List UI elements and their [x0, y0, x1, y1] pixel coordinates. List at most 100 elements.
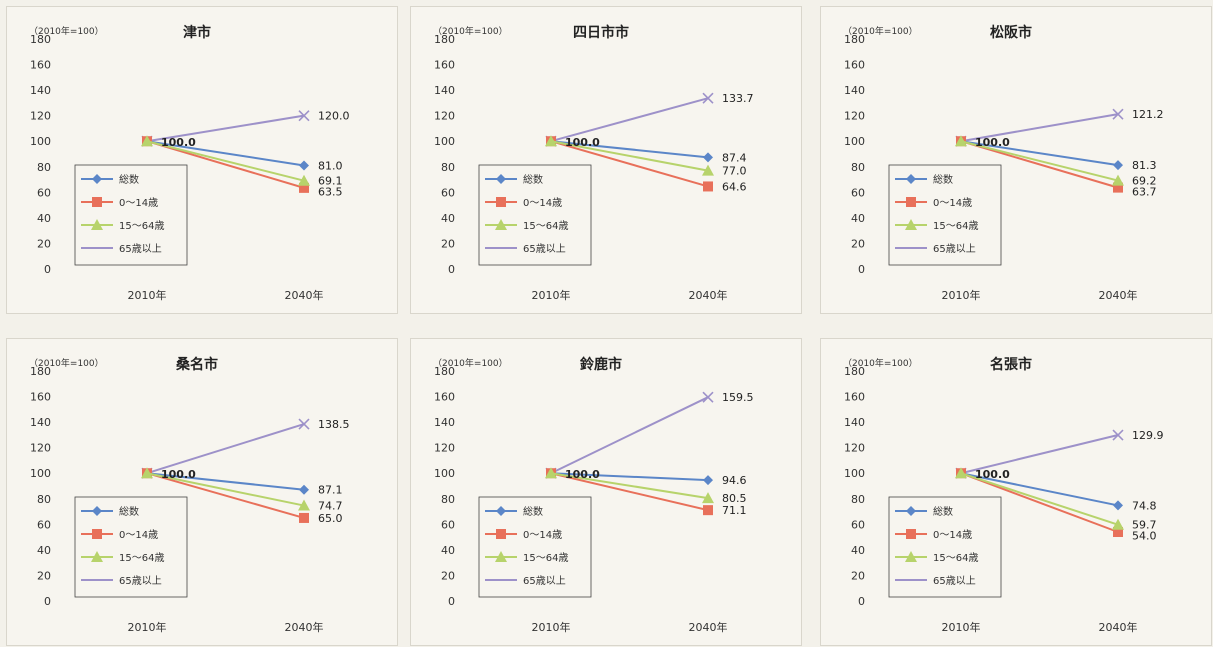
y-tick-label: 60: [441, 518, 455, 531]
y-tick-label: 40: [37, 544, 51, 557]
line-chart: （2010年=100） 鈴鹿市 0 20 40 60 80 100 120 140 160 180 20…: [433, 356, 754, 634]
data-point-age15-64: [545, 135, 557, 147]
end-value-label-total: 87.4: [722, 151, 747, 164]
series-line-total: [550, 140, 709, 159]
end-value-label-age15-64: 59.7: [1132, 519, 1157, 532]
chart-panel: （2010年=100） 松阪市 0 20 40 60 80 100 120 140 160 180 20…: [820, 6, 1212, 314]
start-value-label: 100.0: [161, 136, 196, 149]
series-line-age15-64: [146, 472, 305, 507]
y-tick-label: 0: [44, 263, 51, 276]
y-tick-label: 60: [441, 186, 455, 199]
y-tick-label: 0: [448, 595, 455, 608]
chart-title: 津市: [183, 24, 211, 41]
data-point-total: [299, 484, 309, 495]
y-tick-label: 20: [851, 237, 865, 250]
legend-label-age65plus: 65歳以上: [119, 575, 162, 587]
data-point-age0-14: [703, 505, 713, 516]
series-line-total: [146, 140, 305, 167]
data-point-age0-14: [299, 182, 309, 193]
chart-title: 桑名市: [176, 356, 218, 373]
series-line-age0-14: [146, 472, 305, 519]
legend: 総数 0～14歳 15～64歳 65歳以上: [74, 496, 188, 598]
end-value-label-total: 94.6: [722, 474, 747, 487]
legend-marker-total: [906, 174, 916, 184]
end-value-label-age0-14: 71.1: [722, 504, 747, 517]
chart-panel: （2010年=100） 鈴鹿市 0 20 40 60 80 100 120 140 160 180 20…: [410, 338, 802, 646]
legend-marker-age0-14: [496, 197, 506, 207]
x-tick-label: 2040年: [285, 620, 324, 634]
y-tick-label: 140: [434, 84, 455, 97]
legend-marker-age0-14: [92, 529, 102, 539]
x-tick-label: 2040年: [285, 288, 324, 302]
legend-marker-age0-14: [92, 197, 102, 207]
data-point-age0-14: [1113, 182, 1123, 193]
data-point-total: [1113, 160, 1123, 171]
series-line-total: [960, 140, 1119, 167]
y-tick-label: 60: [851, 518, 865, 531]
series-line-total: [550, 472, 709, 482]
start-value-label: 100.0: [161, 468, 196, 481]
line-chart: （2010年=100） 名張市 0 20 40 60 80 100 120 140 160 180 20…: [843, 356, 1164, 634]
y-tick-label: 80: [851, 161, 865, 174]
legend-label-age15-64: 15～64歳: [933, 552, 978, 564]
y-tick-label: 100: [434, 135, 455, 148]
y-tick-label: 160: [844, 59, 865, 72]
legend-marker-total: [92, 506, 102, 516]
end-value-label-total: 81.3: [1132, 159, 1157, 172]
legend-label-age0-14: 0～14歳: [119, 529, 158, 541]
unit-label: （2010年=100）: [433, 25, 508, 37]
legend-label-total: 総数: [119, 173, 139, 186]
legend-label-age15-64: 15～64歳: [933, 220, 978, 232]
data-point-age0-14: [1113, 527, 1123, 537]
y-tick-label: 80: [441, 161, 455, 174]
legend-label-total: 総数: [933, 173, 953, 186]
end-value-label-age0-14: 54.0: [1132, 530, 1157, 543]
x-tick-label: 2010年: [128, 620, 167, 634]
series-line-age0-14: [550, 140, 709, 188]
data-point-age65plus: [298, 110, 310, 122]
chart-title: 鈴鹿市: [580, 356, 622, 373]
series-line-age15-64: [960, 472, 1119, 526]
legend-marker-total: [496, 506, 506, 516]
end-value-label-age65plus: 133.7: [722, 92, 754, 105]
data-point-total: [1113, 500, 1123, 511]
series-line-age0-14: [960, 140, 1119, 189]
legend-marker-age0-14: [496, 529, 506, 539]
legend-label-age65plus: 65歳以上: [523, 575, 566, 587]
end-value-label-age0-14: 63.7: [1132, 186, 1157, 199]
legend-label-age65plus: 65歳以上: [523, 243, 566, 255]
y-tick-label: 100: [434, 467, 455, 480]
chart-title: 名張市: [990, 356, 1032, 373]
start-value-label: 100.0: [975, 468, 1010, 481]
end-value-label-age0-14: 65.0: [318, 512, 343, 525]
legend-marker-total: [92, 174, 102, 184]
legend-marker-age15-64: [91, 219, 103, 230]
y-tick-label: 80: [851, 493, 865, 506]
y-tick-label: 100: [30, 467, 51, 480]
series-line-age0-14: [550, 472, 709, 512]
y-tick-label: 20: [851, 569, 865, 582]
legend-marker-age15-64: [495, 551, 507, 562]
line-chart: （2010年=100） 津市 0 20 40 60 80 100 120 140 160 180 201…: [29, 24, 350, 302]
y-tick-label: 160: [30, 391, 51, 404]
start-value-label: 100.0: [565, 136, 600, 149]
chart-title: 四日市市: [573, 24, 629, 41]
x-tick-label: 2040年: [1099, 288, 1138, 302]
legend-marker-age15-64: [905, 551, 917, 562]
y-tick-label: 160: [434, 391, 455, 404]
legend-label-age0-14: 0～14歳: [933, 197, 972, 209]
chart-panel: （2010年=100） 桑名市 0 20 40 60 80 100 120 140 160 180 20…: [6, 338, 398, 646]
y-tick-label: 80: [37, 493, 51, 506]
y-tick-label: 180: [434, 365, 455, 378]
y-tick-label: 20: [37, 237, 51, 250]
end-value-label-age65plus: 138.5: [318, 418, 350, 431]
series-line-age0-14: [960, 472, 1119, 533]
y-tick-label: 160: [434, 59, 455, 72]
y-tick-label: 0: [858, 263, 865, 276]
series-line-age15-64: [146, 140, 305, 182]
start-value-label: 100.0: [975, 136, 1010, 149]
series-line-age65plus: [550, 396, 709, 475]
y-tick-label: 120: [434, 442, 455, 455]
legend: 総数 0～14歳 15～64歳 65歳以上: [478, 164, 592, 266]
y-tick-label: 60: [37, 186, 51, 199]
